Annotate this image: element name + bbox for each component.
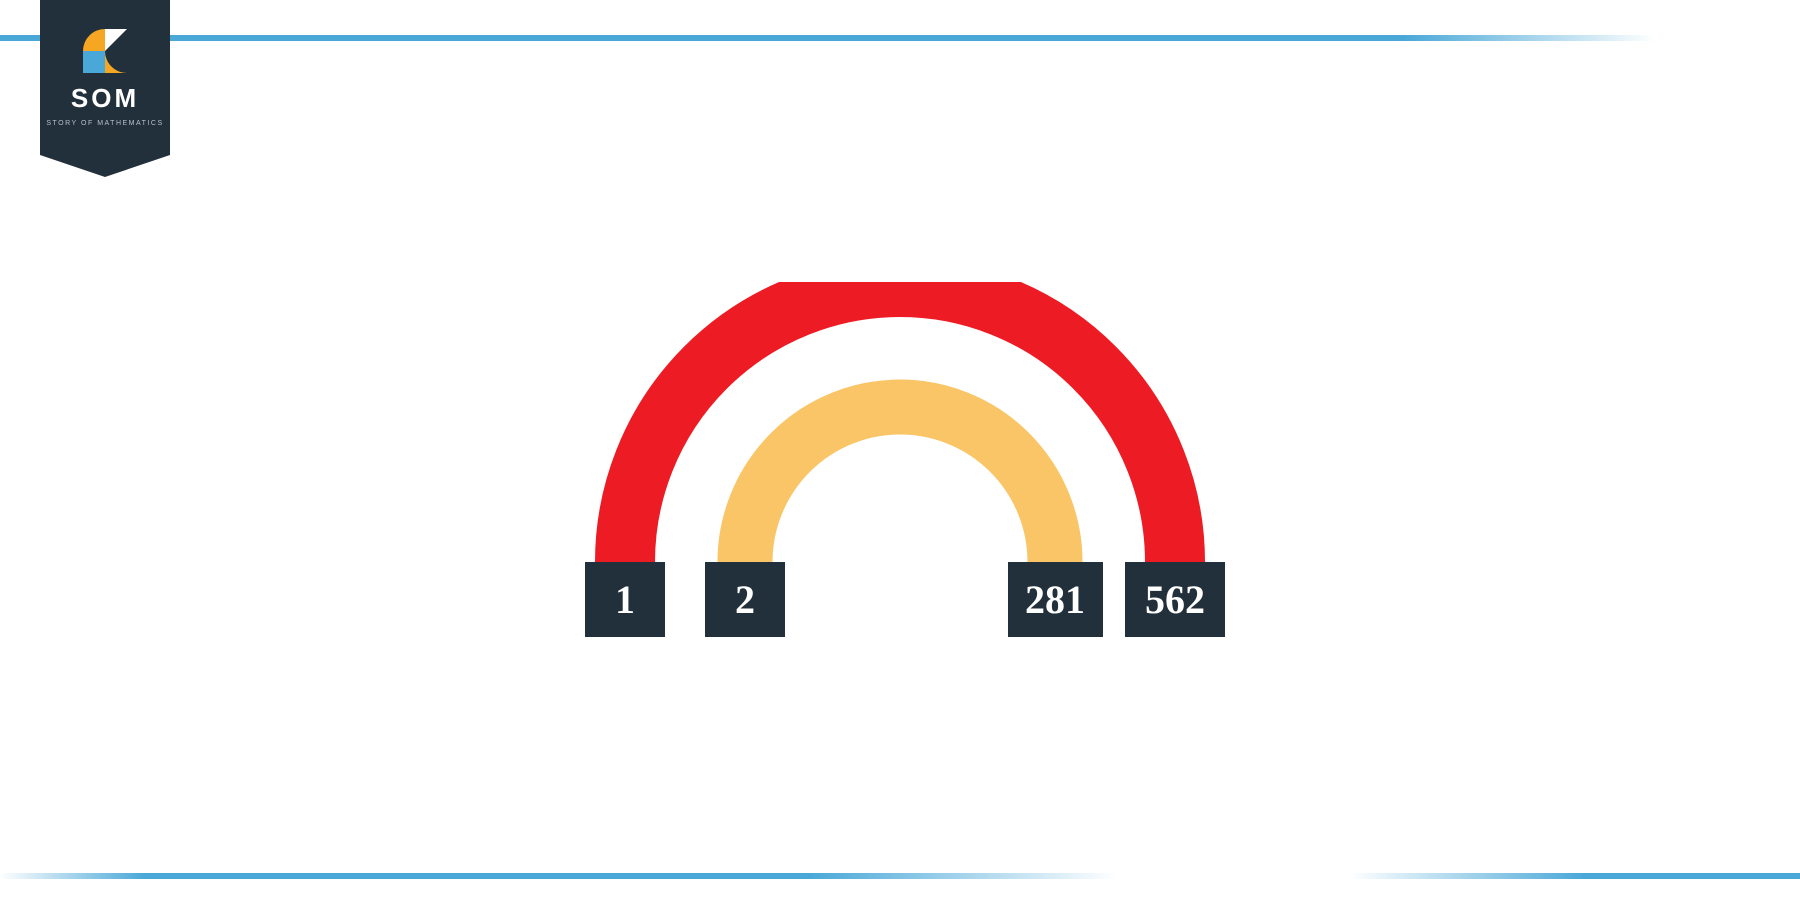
factor-box-2: 2 [705, 562, 785, 637]
factor-box-1: 1 [585, 562, 665, 637]
bottom-accent-bar [0, 866, 1800, 872]
factor-label: 562 [1145, 576, 1205, 623]
factor-box-562: 562 [1125, 562, 1225, 637]
top-accent-bar [0, 28, 1800, 34]
brand-name: SOM [71, 83, 139, 114]
brand-logo-icon [83, 29, 127, 73]
factor-rainbow-diagram: 1 2 281 562 [570, 282, 1230, 682]
factor-label: 2 [735, 576, 755, 623]
factor-box-281: 281 [1008, 562, 1103, 637]
factor-label: 281 [1025, 576, 1085, 623]
brand-tagline: STORY OF MATHEMATICS [46, 120, 163, 127]
brand-badge: SOM STORY OF MATHEMATICS [40, 0, 170, 155]
factor-label: 1 [615, 576, 635, 623]
factor-arc-1 [745, 407, 1055, 562]
